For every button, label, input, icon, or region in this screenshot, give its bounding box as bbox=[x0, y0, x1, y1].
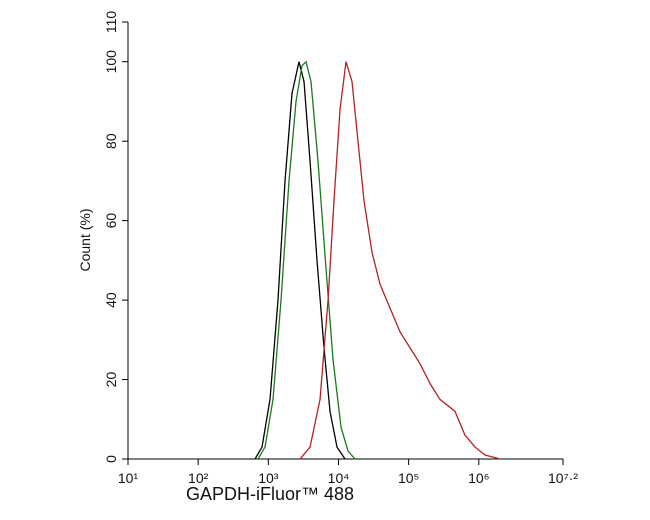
x-tick-label: 10⁴ bbox=[328, 470, 350, 486]
y-tick-label: 40 bbox=[103, 292, 119, 308]
histogram-line bbox=[254, 61, 346, 460]
x-tick-label: 10¹ bbox=[118, 470, 139, 486]
x-tick-label: 10⁵ bbox=[398, 470, 419, 486]
x-tick-label: 10³ bbox=[258, 470, 279, 486]
x-tick-label: 10² bbox=[188, 470, 209, 486]
y-axis-label: Count (%) bbox=[77, 208, 93, 271]
x-axis-label: GAPDH-iFluor™ 488 bbox=[186, 484, 354, 504]
y-tick-label: 100 bbox=[103, 50, 119, 74]
y-tick-label: 20 bbox=[103, 372, 119, 388]
histogram-line bbox=[257, 60, 356, 460]
y-tick-label: 60 bbox=[103, 213, 119, 229]
histogram-line bbox=[299, 61, 501, 460]
y-tick-label: 80 bbox=[103, 133, 119, 149]
x-tick-label: 10⁶ bbox=[468, 470, 489, 486]
x-tick-label: 10⁷·² bbox=[548, 470, 578, 486]
y-tick-label: 110 bbox=[103, 11, 119, 34]
y-tick-label: 0 bbox=[103, 455, 119, 463]
